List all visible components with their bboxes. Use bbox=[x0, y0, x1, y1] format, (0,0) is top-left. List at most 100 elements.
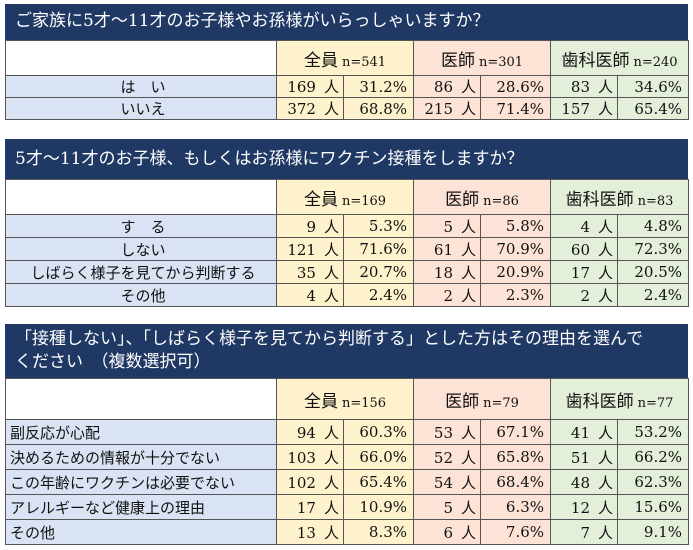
percent-cell: 67.1% bbox=[480, 419, 552, 445]
question-3-section: 「接種しない」、「しばらく様子を見てから判断する」とした方はその理由を選んで く… bbox=[5, 324, 690, 545]
table-row: 決めるための情報が十分でない 103 人 66.0% 52 人 65.8% 51 人 66.2% bbox=[5, 444, 690, 470]
question-1-title: ご家族に5才～11才のお子様やお孫様がいらっしゃいますか？ bbox=[5, 4, 688, 40]
count-cell: 157 人 bbox=[550, 97, 619, 120]
count-cell: 54 人 bbox=[413, 469, 482, 495]
header-row: 全員 n=169 医師 n=86 歯科医師 n=83 bbox=[5, 179, 690, 215]
count-cell: 12 人 bbox=[550, 494, 619, 520]
table-row: 副反応が心配 94 人 60.3% 53 人 67.1% 41 人 53.2% bbox=[5, 419, 690, 445]
row-label: しない bbox=[5, 237, 277, 261]
table-row: その他 4 人 2.4% 2 人 2.3% 2 人 2.4% bbox=[5, 283, 690, 307]
header-row: 全員 n=541 医師 n=301 歯科医師 n=240 bbox=[5, 40, 690, 76]
percent-cell: 68.8% bbox=[342, 97, 415, 120]
count-cell: 17 人 bbox=[550, 260, 619, 284]
percent-cell: 9.1% bbox=[617, 519, 690, 545]
percent-cell: 20.9% bbox=[480, 260, 552, 284]
group-header-dentist: 歯科医師 n=77 bbox=[550, 378, 690, 420]
percent-cell: 65.4% bbox=[342, 469, 415, 495]
percent-cell: 70.9% bbox=[480, 237, 552, 261]
table-row: しない 121 人 71.6% 61 人 70.9% 60 人 72.3% bbox=[5, 237, 690, 261]
group-header-doctor: 医師 n=86 bbox=[413, 179, 552, 215]
count-cell: 169 人 bbox=[276, 75, 344, 98]
question-2-table: 全員 n=169 医師 n=86 歯科医師 n=83 す る 9 人 5.3% 5 人 5.8% 4… bbox=[5, 179, 690, 307]
percent-cell: 2.4% bbox=[617, 283, 690, 307]
question-1-table: 全員 n=541 医師 n=301 歯科医師 n=240 は い 169 人 31.2% 86… bbox=[5, 40, 690, 120]
percent-cell: 4.8% bbox=[617, 214, 690, 238]
group-header-doctor: 医師 n=301 bbox=[413, 40, 552, 76]
percent-cell: 20.5% bbox=[617, 260, 690, 284]
row-label: この年齢にワクチンは必要でない bbox=[5, 469, 277, 495]
percent-cell: 2.4% bbox=[342, 283, 415, 307]
count-cell: 86 人 bbox=[413, 75, 482, 98]
group-header-all: 全員 n=541 bbox=[275, 40, 415, 76]
percent-cell: 34.6% bbox=[617, 75, 690, 98]
count-cell: 102 人 bbox=[276, 469, 344, 495]
percent-cell: 68.4% bbox=[480, 469, 552, 495]
percent-cell: 31.2% bbox=[342, 75, 415, 98]
percent-cell: 2.3% bbox=[480, 283, 552, 307]
count-cell: 103 人 bbox=[276, 444, 344, 470]
header-row: 全員 n=156 医師 n=79 歯科医師 n=77 bbox=[5, 378, 690, 420]
row-label: 副反応が心配 bbox=[5, 419, 277, 445]
count-cell: 215 人 bbox=[413, 97, 482, 120]
percent-cell: 66.0% bbox=[342, 444, 415, 470]
question-2-section: 5才～11才のお子様、もしくはお孫様にワクチン接種をしますか？ 全員 n=169 … bbox=[5, 139, 690, 307]
row-label: その他 bbox=[5, 519, 277, 545]
group-header-doctor: 医師 n=79 bbox=[413, 378, 552, 420]
count-cell: 51 人 bbox=[550, 444, 619, 470]
row-label: す る bbox=[5, 214, 277, 238]
percent-cell: 60.3% bbox=[342, 419, 415, 445]
percent-cell: 65.4% bbox=[617, 97, 690, 120]
percent-cell: 62.3% bbox=[617, 469, 690, 495]
count-cell: 41 人 bbox=[550, 419, 619, 445]
question-3-table: 全員 n=156 医師 n=79 歯科医師 n=77 副反応が心配 94 人 60.3% 53… bbox=[5, 378, 690, 545]
count-cell: 372 人 bbox=[276, 97, 344, 120]
row-label: いいえ bbox=[5, 97, 277, 120]
table-row: す る 9 人 5.3% 5 人 5.8% 4 人 4.8% bbox=[5, 214, 690, 238]
row-label: は い bbox=[5, 75, 277, 98]
percent-cell: 5.8% bbox=[480, 214, 552, 238]
group-header-all: 全員 n=169 bbox=[275, 179, 415, 215]
count-cell: 83 人 bbox=[550, 75, 619, 98]
count-cell: 52 人 bbox=[413, 444, 482, 470]
count-cell: 18 人 bbox=[413, 260, 482, 284]
percent-cell: 28.6% bbox=[480, 75, 552, 98]
table-row: この年齢にワクチンは必要でない 102 人 65.4% 54 人 68.4% 48 人 62.3% bbox=[5, 469, 690, 495]
group-header-all: 全員 n=156 bbox=[275, 378, 415, 420]
count-cell: 121 人 bbox=[276, 237, 344, 261]
percent-cell: 8.3% bbox=[342, 519, 415, 545]
table-row: アレルギーなど健康上の理由 17 人 10.9% 5 人 6.3% 12 人 15.6% bbox=[5, 494, 690, 520]
percent-cell: 53.2% bbox=[617, 419, 690, 445]
count-cell: 35 人 bbox=[276, 260, 344, 284]
count-cell: 61 人 bbox=[413, 237, 482, 261]
count-cell: 48 人 bbox=[550, 469, 619, 495]
percent-cell: 6.3% bbox=[480, 494, 552, 520]
group-header-dentist: 歯科医師 n=240 bbox=[550, 40, 690, 76]
table-row: いいえ 372 人 68.8% 215 人 71.4% 157 人 65.4% bbox=[5, 97, 690, 120]
question-2-title: 5才～11才のお子様、もしくはお孫様にワクチン接種をしますか？ bbox=[5, 139, 688, 179]
question-1-section: ご家族に5才～11才のお子様やお孫様がいらっしゃいますか？ 全員 n=541 医師… bbox=[5, 4, 690, 120]
percent-cell: 71.4% bbox=[480, 97, 552, 120]
percent-cell: 10.9% bbox=[342, 494, 415, 520]
count-cell: 60 人 bbox=[550, 237, 619, 261]
percent-cell: 72.3% bbox=[617, 237, 690, 261]
percent-cell: 20.7% bbox=[342, 260, 415, 284]
table-row: しばらく様子を見てから判断する 35 人 20.7% 18 人 20.9% 17 人 20.5% bbox=[5, 260, 690, 284]
percent-cell: 71.6% bbox=[342, 237, 415, 261]
count-cell: 13 人 bbox=[276, 519, 344, 545]
count-cell: 94 人 bbox=[276, 419, 344, 445]
table-row: は い 169 人 31.2% 86 人 28.6% 83 人 34.6% bbox=[5, 75, 690, 98]
percent-cell: 5.3% bbox=[342, 214, 415, 238]
row-label: その他 bbox=[5, 283, 277, 307]
row-label: 決めるための情報が十分でない bbox=[5, 444, 277, 470]
row-label: しばらく様子を見てから判断する bbox=[5, 260, 277, 284]
percent-cell: 65.8% bbox=[480, 444, 552, 470]
row-label: アレルギーなど健康上の理由 bbox=[5, 494, 277, 520]
